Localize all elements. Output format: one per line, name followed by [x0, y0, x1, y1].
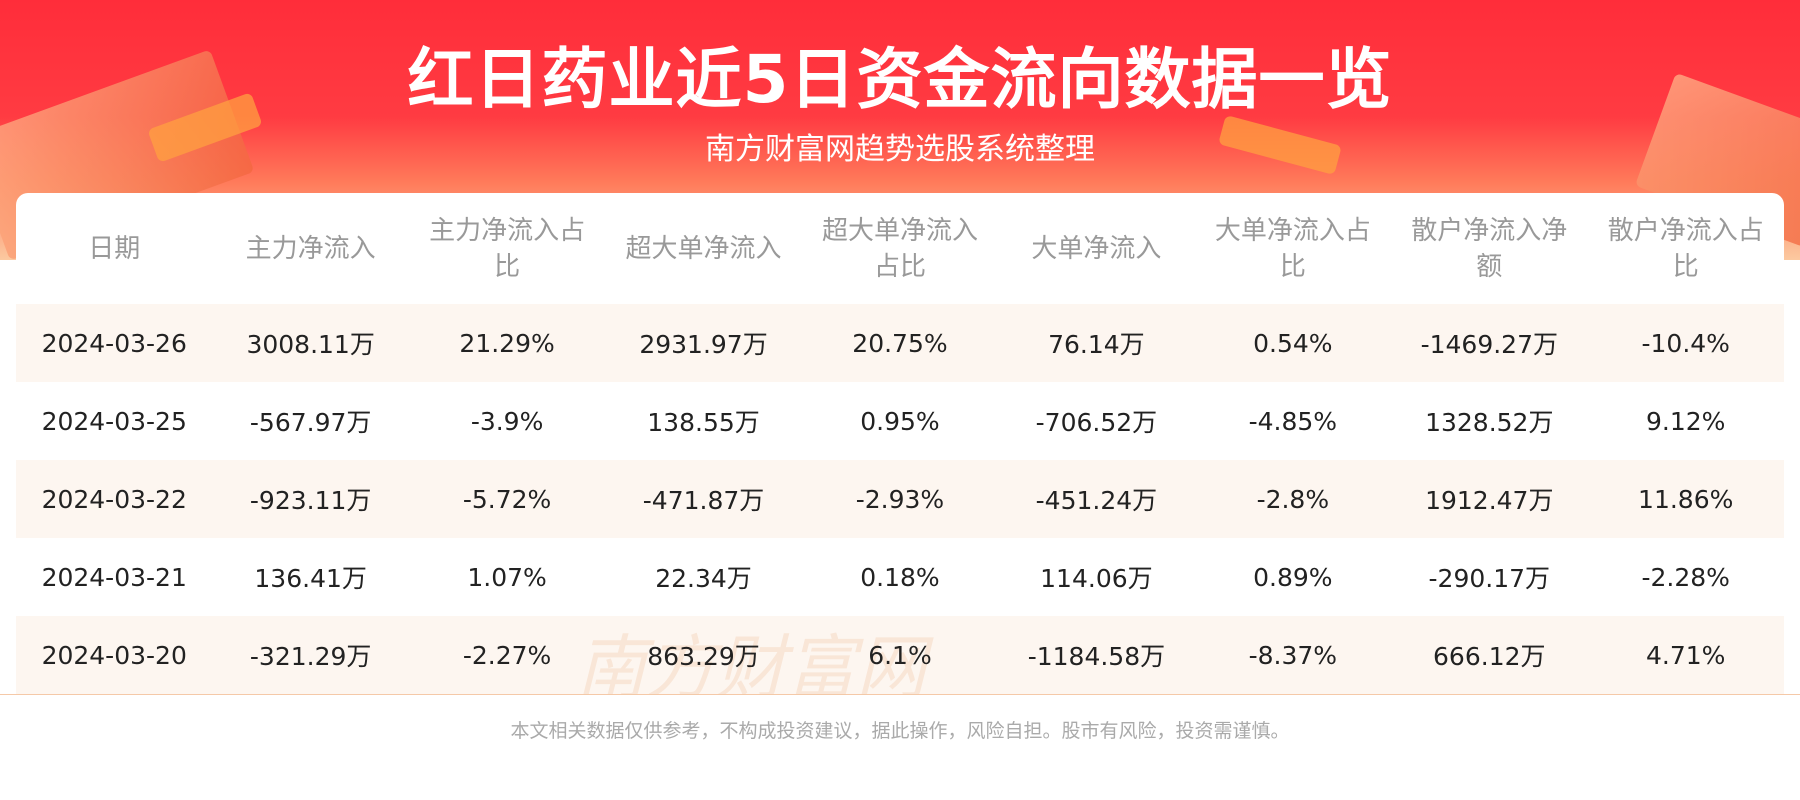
table-cell: 1328.52万: [1425, 408, 1554, 437]
disclaimer: 本文相关数据仅供参考，不构成投资建议，据此操作，风险自担。股市有风险，投资需谨慎…: [510, 720, 1290, 742]
table-cell: -1469.27万: [1420, 330, 1558, 359]
table-cell: 2024-03-20: [41, 640, 187, 670]
table-cell: 76.14万: [1048, 330, 1145, 359]
table-cell: 0.54%: [1253, 328, 1333, 358]
table-cell: 1.07%: [467, 562, 547, 592]
table-cell: 666.12万: [1433, 642, 1546, 671]
column-header: 日期: [88, 233, 141, 264]
table-cell: 9.12%: [1646, 406, 1726, 436]
column-header: 超大单净流入: [625, 233, 782, 264]
table-cell: -471.87万: [642, 486, 765, 515]
table-header: 日期 主力净流入 主力净流入占比 超大单净流入 超大单净流入占比 大单净流入 大…: [16, 193, 1784, 304]
column-header: 散户净流入占比: [1607, 215, 1764, 282]
table-row: 2024-03-25 -567.97万 -3.9% 138.55万 0.95% -706.…: [16, 382, 1784, 460]
table-cell: -8.37%: [1248, 640, 1338, 670]
table-cell: 1912.47万: [1425, 486, 1554, 515]
watermark-logo: 南方财富网 southmoney.com: [576, 627, 926, 695]
table-cell: -567.97万: [249, 408, 372, 437]
table-cell: 2024-03-21: [41, 562, 187, 592]
table-cell: -10.4%: [1641, 328, 1730, 358]
table-cell: 2024-03-22: [41, 484, 187, 514]
column-header: 大单净流入: [1031, 233, 1162, 264]
table-cell: 2024-03-26: [41, 328, 187, 358]
page-title: 红日药业近5日资金流向数据一览: [407, 41, 1393, 118]
table-cell: 0.89%: [1253, 562, 1333, 592]
table-cell: -321.29万: [249, 642, 372, 671]
table-cell: 138.55万: [647, 408, 760, 437]
table-cell: -2.8%: [1256, 484, 1330, 514]
table-cell: 0.18%: [860, 562, 940, 592]
column-header: 散户净流入净额: [1411, 215, 1568, 282]
table-cell: -1184.58万: [1027, 642, 1166, 671]
table-cell: -2.28%: [1641, 562, 1730, 592]
table-cell: 4.71%: [1646, 640, 1726, 670]
table-cell: 6.1%: [868, 640, 932, 670]
column-header: 主力净流入: [245, 233, 376, 264]
column-header: 超大单净流入占比: [821, 215, 978, 282]
table-row: 2024-03-21 136.41万 1.07% 22.34万 0.18% 114.06万…: [16, 538, 1784, 616]
table-cell: 2931.97万: [639, 330, 768, 359]
table-cell: -290.17万: [1428, 564, 1551, 593]
table-cell: -923.11万: [249, 486, 372, 515]
table-cell: 0.95%: [860, 406, 940, 436]
table-row: 2024-03-26 3008.11万 21.29% 2931.97万 20.75% 76…: [16, 304, 1784, 382]
footer-divider: [0, 694, 1800, 695]
table-cell: 2024-03-25: [41, 406, 187, 436]
column-header: 主力净流入占比: [429, 215, 586, 282]
table-row: 2024-03-22 -923.11万 -5.72% -471.87万 -2.93% -4…: [16, 460, 1784, 538]
page-subtitle: 南方财富网趋势选股系统整理: [705, 132, 1095, 167]
table-cell: 863.29万: [647, 642, 760, 671]
table-cell: 20.75%: [852, 328, 948, 358]
table-cell: 114.06万: [1040, 564, 1153, 593]
table-cell: 21.29%: [459, 328, 555, 358]
table-cell: 11.86%: [1638, 484, 1734, 514]
table-cell: 22.34万: [655, 564, 752, 593]
fund-flow-table: 日期 主力净流入 主力净流入占比 超大单净流入 超大单净流入占比 大单净流入 大…: [16, 193, 1784, 695]
column-header: 大单净流入占比: [1214, 215, 1371, 282]
table-cell: -5.72%: [462, 484, 552, 514]
table-cell: -2.27%: [462, 640, 552, 670]
table-cell: -451.24万: [1035, 486, 1158, 515]
table-row: 2024-03-20 -321.29万 -2.27% 863.29万 6.1% -1184…: [16, 616, 1784, 694]
table-cell: -3.9%: [470, 406, 544, 436]
table-cell: 136.41万: [254, 564, 367, 593]
table-cell: -2.93%: [855, 484, 945, 514]
table-cell: -706.52万: [1035, 408, 1158, 437]
table-cell: 3008.11万: [246, 330, 375, 359]
table-cell: -4.85%: [1248, 406, 1338, 436]
